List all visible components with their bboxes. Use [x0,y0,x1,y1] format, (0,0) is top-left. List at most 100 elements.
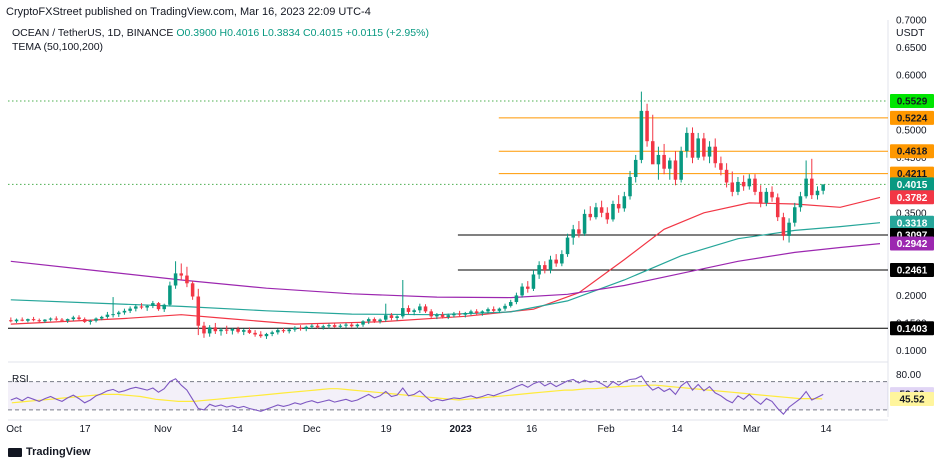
ohlc-values: O0.3900 H0.4016 L0.3834 C0.4015 +0.0115 … [176,27,429,39]
candle-body [247,330,252,333]
candle-body [389,315,394,318]
candle-body [792,207,797,223]
candle [77,315,81,321]
price-label-text: 0.4211 [897,169,927,180]
candle [764,188,769,207]
candle [753,174,757,196]
candle-body [526,286,530,289]
candle [349,322,354,328]
candle-body [639,110,644,160]
candle-body [71,317,76,320]
candle [787,218,791,243]
candle-body [503,305,507,309]
candle [668,157,672,180]
candle [281,327,286,333]
candle-body [662,154,666,169]
candle [43,319,47,323]
candle-body [486,309,490,312]
rsi-band [8,381,888,410]
x-tick-label: Dec [303,424,321,435]
candle [383,303,388,322]
candle-body [571,229,575,238]
candle [554,254,558,267]
candle-body [94,318,98,321]
candle [526,281,530,293]
candle [202,321,206,338]
candle-body [605,212,610,220]
candle [253,330,257,337]
candle [491,306,496,313]
candle [775,193,780,222]
candle [531,270,536,292]
candle-body [156,303,161,310]
candle [560,250,564,267]
tema-line [10,196,881,325]
candle-body [162,304,166,310]
candle [327,323,331,329]
candle-body [196,296,201,326]
candle-body [611,203,615,220]
price-label-text: 0.5224 [897,113,928,124]
price-label-bg [890,321,934,336]
candle [594,202,598,220]
candle [366,317,371,325]
candle-body [616,203,621,209]
candle-body [327,325,331,327]
candle-body [202,325,206,334]
candle-body [355,324,360,327]
candle-body [622,196,627,209]
candle [168,281,172,307]
candle [332,322,337,328]
candle-body [111,314,115,316]
candle [792,202,797,227]
candle-body [65,319,70,321]
candle-body [650,141,655,165]
price-label-text: 0.2942 [897,239,928,250]
candle-body [287,329,291,332]
candle-body [168,285,172,305]
brand-name: TradingView [26,446,91,458]
candle-body [276,330,280,333]
candle-body [531,274,536,289]
x-tick-label: 19 [381,424,393,435]
candle [389,313,394,321]
candle-body [753,178,757,192]
price-label-text: 0.5529 [897,97,928,108]
candle-body [378,319,382,322]
candle-body [349,324,354,327]
candle [571,224,575,245]
candle-body [224,329,229,331]
candle-body [560,254,564,264]
candle-body [747,178,752,187]
candle-body [401,308,405,317]
candle-body [565,237,570,255]
candle [355,323,360,329]
candle [122,308,127,315]
candle-body [128,308,132,311]
candle [633,154,638,183]
candle [236,326,240,334]
x-tick-label: 17 [79,424,91,435]
candle [565,233,570,257]
candle [514,292,519,305]
candle [719,156,723,176]
candle [298,325,303,331]
candle-body [480,311,485,314]
x-tick-label: Mar [743,424,761,435]
candle [616,195,621,213]
candle-body [764,191,769,203]
candle [65,318,70,323]
candle [60,317,64,322]
candle [37,318,42,323]
candle [429,309,433,318]
candle-body [491,309,496,311]
candle [48,317,53,322]
candle [139,303,144,310]
y-tick-label: 0.3500 [896,208,927,219]
candle-body [514,295,519,303]
candle [173,261,178,289]
tradingview-logo-icon [8,447,22,457]
candle-body [338,325,343,327]
